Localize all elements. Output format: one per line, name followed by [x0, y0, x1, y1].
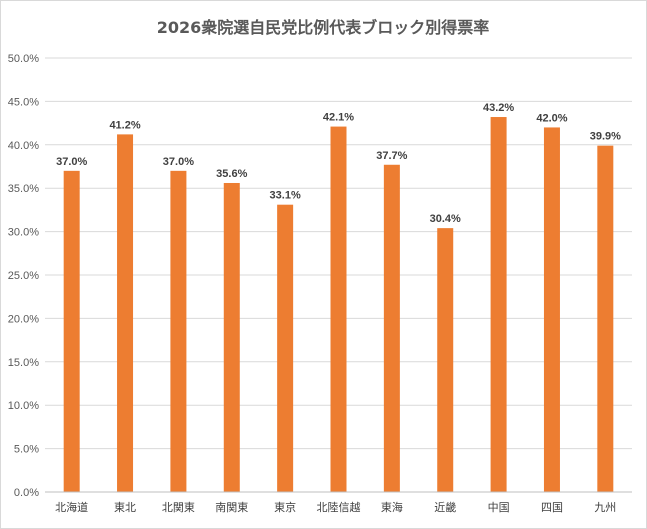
y-axis-ticks: 0.0% 5.0% 10.0% 15.0% 20.0% 25.0% 30.0% 35.0% 40…: [8, 53, 39, 499]
data-labels: 37.0% 41.2% 37.0% 35.6% 33.1% 42.1% 37.7% 30.4%…: [56, 102, 621, 225]
bar: [490, 117, 507, 493]
y-tick-label: 45.0%: [8, 96, 39, 108]
bar: [437, 228, 454, 493]
data-label: 37.0%: [163, 156, 194, 168]
x-tick-label: 中国: [488, 501, 510, 514]
data-label: 30.4%: [430, 213, 461, 225]
bar: [63, 170, 80, 492]
x-tick-label: 南関東: [215, 501, 248, 514]
x-axis-ticks: 北海道 東北 北関東 南関東 東京 北陸信越 東海 近畿 中国 四国 九州: [55, 500, 616, 514]
x-tick-label: 四国: [541, 501, 563, 514]
x-tick-label: 北海道: [55, 500, 88, 514]
data-label: 43.2%: [483, 102, 514, 114]
bar: [383, 164, 400, 492]
data-label: 33.1%: [270, 190, 301, 202]
y-tick-label: 25.0%: [8, 270, 39, 282]
x-tick-label: 九州: [594, 501, 616, 514]
y-tick-label: 40.0%: [8, 140, 39, 152]
x-tick-label: 近畿: [434, 500, 456, 514]
bar: [330, 126, 347, 493]
y-tick-label: 30.0%: [8, 227, 39, 239]
data-label: 39.9%: [590, 131, 621, 143]
bar: [223, 182, 240, 492]
y-tick-label: 20.0%: [8, 313, 39, 325]
y-tick-label: 15.0%: [8, 357, 39, 369]
data-label: 41.2%: [109, 119, 140, 131]
data-label: 42.0%: [536, 112, 567, 124]
data-label: 37.0%: [56, 156, 87, 168]
y-tick-label: 10.0%: [8, 400, 39, 412]
bar: [117, 134, 134, 492]
data-label: 35.6%: [216, 168, 247, 180]
bar: [277, 204, 294, 492]
y-tick-label: 5.0%: [14, 444, 39, 456]
x-tick-label: 北陸信越: [317, 500, 361, 514]
y-tick-label: 50.0%: [8, 53, 39, 65]
gridlines: [45, 57, 632, 450]
y-tick-label: 35.0%: [8, 183, 39, 195]
x-tick-label: 東京: [274, 500, 296, 514]
bars: [63, 117, 614, 493]
x-tick-label: 東北: [114, 501, 136, 514]
x-tick-label: 北関東: [162, 501, 195, 514]
bar: [170, 170, 187, 492]
chart-title: 2026衆院選自民党比例代表ブロック別得票率: [157, 18, 490, 37]
data-label: 37.7%: [376, 150, 407, 162]
y-tick-label: 0.0%: [14, 487, 39, 499]
x-tick-label: 東海: [381, 500, 403, 514]
data-label: 42.1%: [323, 112, 354, 124]
bar: [543, 127, 560, 492]
bar: [597, 145, 614, 492]
